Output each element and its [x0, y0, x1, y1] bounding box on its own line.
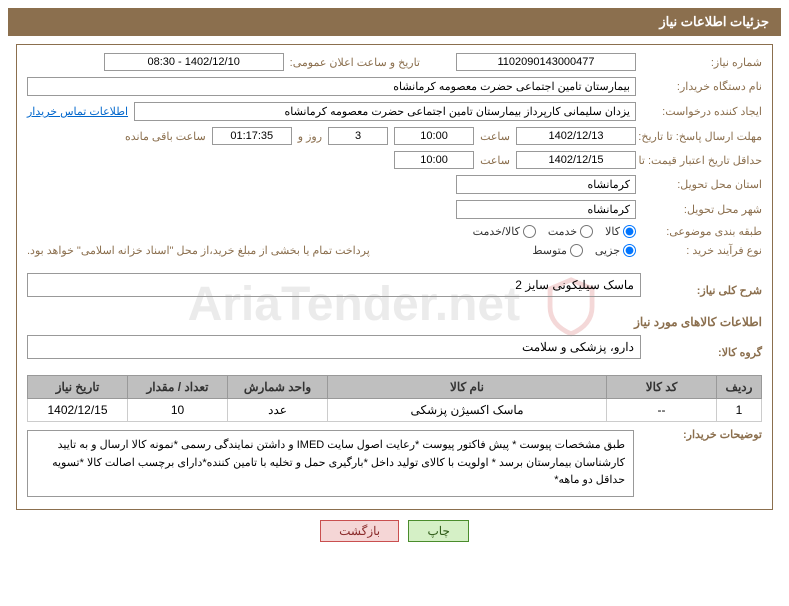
th-qty: تعداد / مقدار	[128, 376, 228, 399]
label-buyer-notes: توضیحات خریدار:	[642, 422, 762, 441]
field-validity-date: 1402/12/15	[516, 151, 636, 169]
radio-goods[interactable]: کالا	[605, 225, 636, 238]
purchase-radio-group: جزیی متوسط	[532, 244, 636, 257]
label-hour2: ساعت	[480, 154, 510, 167]
td-name: ماسک اکسیژن پزشکی	[328, 399, 607, 422]
label-province: استان محل تحویل:	[642, 178, 762, 191]
field-days-left: 3	[328, 127, 388, 145]
th-code: کد کالا	[607, 376, 717, 399]
td-code: --	[607, 399, 717, 422]
radio-both[interactable]: کالا/خدمت	[473, 225, 536, 238]
contact-link[interactable]: اطلاعات تماس خریدار	[27, 105, 128, 118]
field-announce: 1402/12/10 - 08:30	[104, 53, 284, 71]
radio-service[interactable]: خدمت	[548, 225, 593, 238]
row-subject-class: طبقه بندی موضوعی: کالا خدمت کالا/خدمت	[27, 225, 762, 238]
label-creator: ایجاد کننده درخواست:	[642, 105, 762, 118]
td-unit: عدد	[228, 399, 328, 422]
th-row: ردیف	[717, 376, 762, 399]
action-buttons: چاپ بازگشت	[0, 520, 789, 542]
payment-note: پرداخت تمام یا بخشی از مبلغ خرید،از محل …	[27, 244, 370, 257]
th-date: تاریخ نیاز	[28, 376, 128, 399]
row-goods-group: گروه کالا: دارو، پزشکی و سلامت	[27, 335, 762, 369]
radio-medium[interactable]: متوسط	[532, 244, 583, 257]
row-request-no: شماره نیاز: 1102090143000477 تاریخ و ساع…	[27, 53, 762, 71]
row-deadline: مهلت ارسال پاسخ: تا تاریخ: 1402/12/13 سا…	[27, 127, 762, 145]
form-panel: شماره نیاز: 1102090143000477 تاریخ و ساع…	[16, 44, 773, 510]
field-buyer-notes: طبق مشخصات پیوست * پیش فاکتور پیوست *رعا…	[27, 430, 634, 497]
back-button[interactable]: بازگشت	[320, 520, 399, 542]
table-row: 1 -- ماسک اکسیژن پزشکی عدد 10 1402/12/15	[28, 399, 762, 422]
td-date: 1402/12/15	[28, 399, 128, 422]
label-general-desc: شرح کلی نیاز:	[647, 284, 762, 297]
th-unit: واحد شمارش	[228, 376, 328, 399]
goods-table: ردیف کد کالا نام کالا واحد شمارش تعداد /…	[27, 375, 762, 422]
row-buyer-notes: توضیحات خریدار: طبق مشخصات پیوست * پیش ف…	[27, 422, 762, 501]
label-days-and: روز و	[298, 130, 322, 143]
row-city: شهر محل تحویل: کرمانشاه	[27, 200, 762, 219]
field-buyer-org: بیمارستان تامین اجتماعی حضرت معصومه کرما…	[27, 77, 636, 96]
panel-title: جزئیات اطلاعات نیاز	[659, 14, 769, 29]
section-goods-info: اطلاعات کالاهای مورد نیاز	[27, 315, 762, 329]
label-validity: حداقل تاریخ اعتبار قیمت: تا تاریخ:	[642, 154, 762, 167]
label-goods-group: گروه کالا:	[647, 346, 762, 359]
td-qty: 10	[128, 399, 228, 422]
field-general-desc: ماسک سیلیکونی سایز 2	[27, 273, 641, 297]
row-purchase-type: نوع فرآیند خرید : جزیی متوسط پرداخت تمام…	[27, 244, 762, 257]
field-time-left: 01:17:35	[212, 127, 292, 145]
label-buyer-org: نام دستگاه خریدار:	[642, 80, 762, 93]
field-validity-time: 10:00	[394, 151, 474, 169]
row-buyer-org: نام دستگاه خریدار: بیمارستان تامین اجتما…	[27, 77, 762, 96]
label-remaining: ساعت باقی مانده	[125, 130, 206, 143]
row-creator: ایجاد کننده درخواست: یزدان سلیمانی کارپر…	[27, 102, 762, 121]
label-hour1: ساعت	[480, 130, 510, 143]
subject-radio-group: کالا خدمت کالا/خدمت	[473, 225, 636, 238]
label-city: شهر محل تحویل:	[642, 203, 762, 216]
row-general-desc: شرح کلی نیاز: ماسک سیلیکونی سایز 2	[27, 273, 762, 307]
field-deadline-time: 10:00	[394, 127, 474, 145]
radio-partial[interactable]: جزیی	[595, 244, 636, 257]
label-request-no: شماره نیاز:	[642, 56, 762, 69]
field-creator: یزدان سلیمانی کارپرداز بیمارستان تامین ا…	[134, 102, 636, 121]
label-subject-class: طبقه بندی موضوعی:	[642, 225, 762, 238]
field-request-no: 1102090143000477	[456, 53, 636, 71]
label-purchase-type: نوع فرآیند خرید :	[642, 244, 762, 257]
print-button[interactable]: چاپ	[408, 520, 468, 542]
field-goods-group: دارو، پزشکی و سلامت	[27, 335, 641, 359]
row-validity: حداقل تاریخ اعتبار قیمت: تا تاریخ: 1402/…	[27, 151, 762, 169]
td-row: 1	[717, 399, 762, 422]
label-deadline: مهلت ارسال پاسخ: تا تاریخ:	[642, 130, 762, 143]
label-announce: تاریخ و ساعت اعلان عمومی:	[290, 56, 420, 69]
field-province: کرمانشاه	[456, 175, 636, 194]
row-province: استان محل تحویل: کرمانشاه	[27, 175, 762, 194]
field-deadline-date: 1402/12/13	[516, 127, 636, 145]
th-name: نام کالا	[328, 376, 607, 399]
panel-header: جزئیات اطلاعات نیاز	[8, 8, 781, 36]
field-city: کرمانشاه	[456, 200, 636, 219]
table-head-row: ردیف کد کالا نام کالا واحد شمارش تعداد /…	[28, 376, 762, 399]
